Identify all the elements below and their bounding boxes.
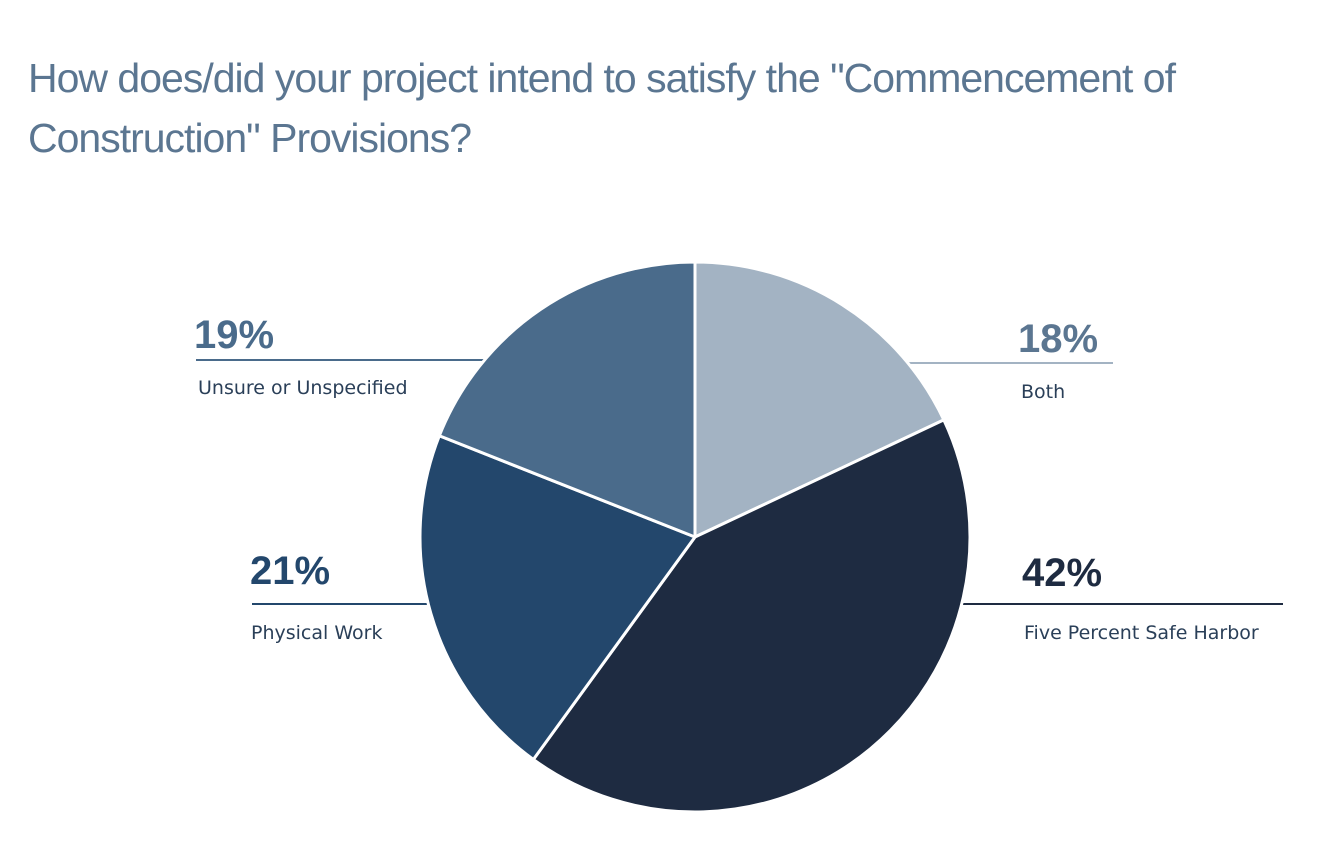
pie-slice-unsure-or-unspecified bbox=[437, 260, 697, 539]
pie-slice-both bbox=[693, 260, 946, 539]
slice-category-label: Five Percent Safe Harbor bbox=[1024, 622, 1259, 644]
pie-slice-five-percent-safe-harbor bbox=[531, 418, 972, 814]
slice-percent-label: 19% bbox=[194, 313, 274, 357]
slice-labels: 18% Both 42% Five Percent Safe Harbor 21% Phy… bbox=[194, 313, 1259, 644]
slice-percent-label: 18% bbox=[1018, 317, 1098, 361]
chart-title: How does/did your project intend to sati… bbox=[28, 55, 1176, 161]
leader-lines bbox=[196, 359, 1283, 605]
slice-category-label: Unsure or Unspecified bbox=[198, 377, 408, 399]
pie-slice-physical-work bbox=[418, 434, 697, 761]
pie-slices bbox=[418, 260, 972, 814]
slice-category-label: Both bbox=[1021, 381, 1065, 403]
slice-percent-label: 42% bbox=[1022, 551, 1102, 595]
slice-percent-label: 21% bbox=[250, 549, 330, 593]
slice-category-label: Physical Work bbox=[251, 622, 382, 644]
